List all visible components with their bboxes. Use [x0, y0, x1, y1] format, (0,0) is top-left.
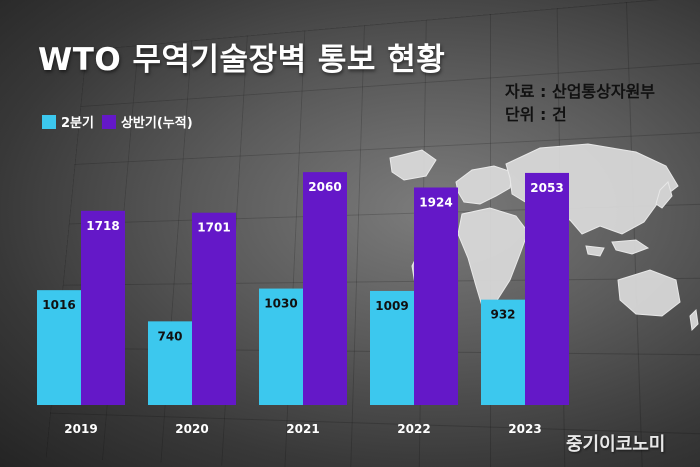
legend-item-h1: 상반기(누적) — [101, 112, 193, 131]
data-label-q2-2022: 1009 — [375, 299, 408, 313]
legend: 2분기 상반기(누적) — [42, 112, 193, 131]
data-label-h1-2022: 1924 — [419, 196, 452, 210]
bar-q2-2020 — [148, 321, 192, 405]
bar-q2-2022 — [370, 290, 414, 405]
x-tick-label-2022: 2022 — [397, 422, 430, 436]
x-tick-label-2023: 2023 — [508, 422, 541, 436]
publisher-logo: 중기이코노미 — [566, 434, 666, 455]
bar-h1-2023 — [525, 172, 569, 405]
chart-title: WTO 무역기술장벽 통보 현황 — [38, 42, 446, 78]
bar-h1-2021 — [303, 172, 347, 405]
data-label-q2-2021: 1030 — [264, 297, 297, 311]
bar-q2-2019 — [37, 290, 81, 405]
x-tick-label-2020: 2020 — [175, 422, 208, 436]
x-tick-label-2021: 2021 — [286, 422, 319, 436]
data-label-q2-2020: 740 — [157, 329, 182, 343]
x-tick-label-2019: 2019 — [64, 422, 97, 436]
bar-h1-2020 — [192, 212, 236, 405]
source-note: 자료 : 산업통상자원부 단위 : 건 — [505, 80, 655, 126]
bar-h1-2022 — [414, 187, 458, 405]
legend-swatch-q2 — [42, 114, 56, 129]
unit-line: 단위 : 건 — [505, 105, 567, 124]
legend-label-h1: 상반기(누적) — [120, 116, 193, 131]
data-label-h1-2021: 2060 — [308, 180, 341, 194]
bar-q2-2021 — [259, 288, 303, 405]
data-label-h1-2023: 2053 — [530, 181, 563, 195]
data-label-h1-2020: 1701 — [197, 221, 230, 235]
data-label-h1-2019: 1718 — [86, 219, 119, 233]
legend-swatch-h1 — [101, 114, 116, 129]
legend-item-q2: 2분기 — [42, 112, 94, 131]
bar-h1-2019 — [81, 210, 125, 405]
data-label-q2-2023: 932 — [490, 308, 515, 322]
bar-q2-2023 — [481, 299, 525, 405]
data-label-q2-2019: 1016 — [42, 298, 75, 312]
legend-label-q2: 2분기 — [61, 116, 94, 131]
source-line: 자료 : 산업통상자원부 — [505, 82, 656, 101]
